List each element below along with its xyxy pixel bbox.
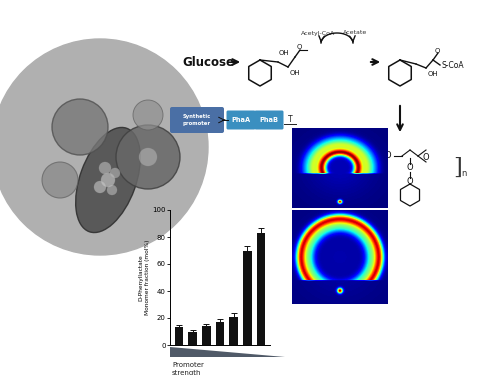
Text: [: [ (374, 149, 382, 171)
Text: ]: ] (454, 157, 462, 179)
Bar (202, 326, 211, 345)
Ellipse shape (99, 162, 111, 174)
Ellipse shape (133, 100, 163, 130)
Text: Acetyl-CoA: Acetyl-CoA (301, 30, 335, 36)
Bar (188, 332, 197, 345)
FancyBboxPatch shape (254, 111, 284, 129)
Bar (216, 322, 224, 345)
Ellipse shape (52, 99, 108, 155)
Text: OH: OH (428, 71, 438, 77)
Text: n: n (462, 170, 466, 178)
Ellipse shape (42, 162, 78, 198)
Text: O: O (384, 152, 392, 160)
FancyBboxPatch shape (142, 0, 500, 375)
Text: O: O (422, 153, 430, 162)
Text: OH: OH (279, 50, 289, 56)
Text: PhaA: PhaA (232, 117, 250, 123)
Text: O: O (434, 48, 440, 54)
Bar (256, 233, 266, 345)
Ellipse shape (139, 148, 157, 166)
Text: Acetate: Acetate (343, 30, 367, 36)
Text: S-CoA: S-CoA (441, 62, 464, 70)
Text: O: O (406, 177, 414, 186)
Text: PhaB: PhaB (260, 117, 278, 123)
Ellipse shape (94, 181, 106, 193)
Ellipse shape (110, 168, 120, 178)
Bar (243, 251, 252, 345)
Ellipse shape (107, 185, 117, 195)
Y-axis label: D-Phenyllactate
Monomer fraction (mol%): D-Phenyllactate Monomer fraction (mol%) (138, 240, 149, 315)
Ellipse shape (76, 128, 140, 232)
Ellipse shape (116, 125, 180, 189)
Text: Glucose: Glucose (182, 56, 234, 69)
Text: OH: OH (290, 70, 300, 76)
Bar (174, 327, 184, 345)
Text: O: O (296, 44, 302, 50)
FancyBboxPatch shape (226, 111, 256, 129)
Ellipse shape (101, 173, 115, 187)
FancyBboxPatch shape (170, 107, 224, 133)
Text: T: T (288, 114, 292, 123)
Bar (229, 316, 238, 345)
Text: Synthetic
promoter: Synthetic promoter (183, 114, 211, 126)
Polygon shape (170, 347, 285, 357)
Circle shape (0, 39, 208, 255)
Text: Promoter
strength: Promoter strength (172, 362, 204, 375)
Polygon shape (75, 75, 160, 210)
Text: O: O (406, 164, 414, 172)
